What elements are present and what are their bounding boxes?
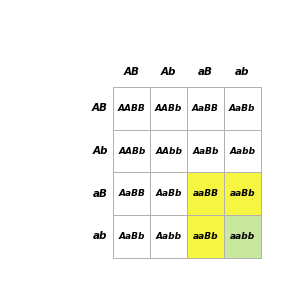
Text: AaBb: AaBb — [155, 189, 182, 198]
Text: AaBb: AaBb — [192, 146, 219, 155]
Bar — [187, 130, 224, 172]
Bar — [150, 87, 187, 130]
Bar — [224, 215, 261, 258]
Bar — [113, 215, 150, 258]
Text: AaBB: AaBB — [192, 104, 219, 113]
Text: AABb: AABb — [118, 146, 146, 155]
Text: AABB: AABB — [118, 104, 146, 113]
Bar — [150, 172, 187, 215]
Bar — [187, 87, 224, 130]
Bar — [224, 87, 261, 130]
Text: aB: aB — [93, 189, 108, 199]
Text: AAbb: AAbb — [155, 146, 182, 155]
Bar — [187, 215, 224, 258]
Text: aabb: aabb — [230, 232, 255, 241]
Text: Ab: Ab — [92, 146, 108, 156]
Text: Aabb: Aabb — [229, 146, 255, 155]
Bar — [150, 130, 187, 172]
Text: AaBB: AaBB — [118, 189, 145, 198]
Bar — [113, 87, 150, 130]
Text: aaBB: aaBB — [193, 189, 218, 198]
Text: AaBb: AaBb — [229, 104, 256, 113]
Bar — [224, 172, 261, 215]
Text: AaBb: AaBb — [118, 232, 145, 241]
Text: aB: aB — [198, 68, 213, 77]
Text: ab: ab — [235, 68, 250, 77]
Text: Ab: Ab — [161, 68, 176, 77]
Text: aaBb: aaBb — [230, 189, 255, 198]
Text: AABb: AABb — [155, 104, 182, 113]
Text: Aabb: Aabb — [156, 232, 182, 241]
Bar — [113, 172, 150, 215]
Bar — [150, 215, 187, 258]
Text: AB: AB — [124, 68, 140, 77]
Bar — [187, 172, 224, 215]
Bar — [224, 130, 261, 172]
Text: AB: AB — [92, 103, 108, 113]
Text: aaBb: aaBb — [193, 232, 218, 241]
Bar — [113, 130, 150, 172]
Text: ab: ab — [93, 231, 108, 242]
